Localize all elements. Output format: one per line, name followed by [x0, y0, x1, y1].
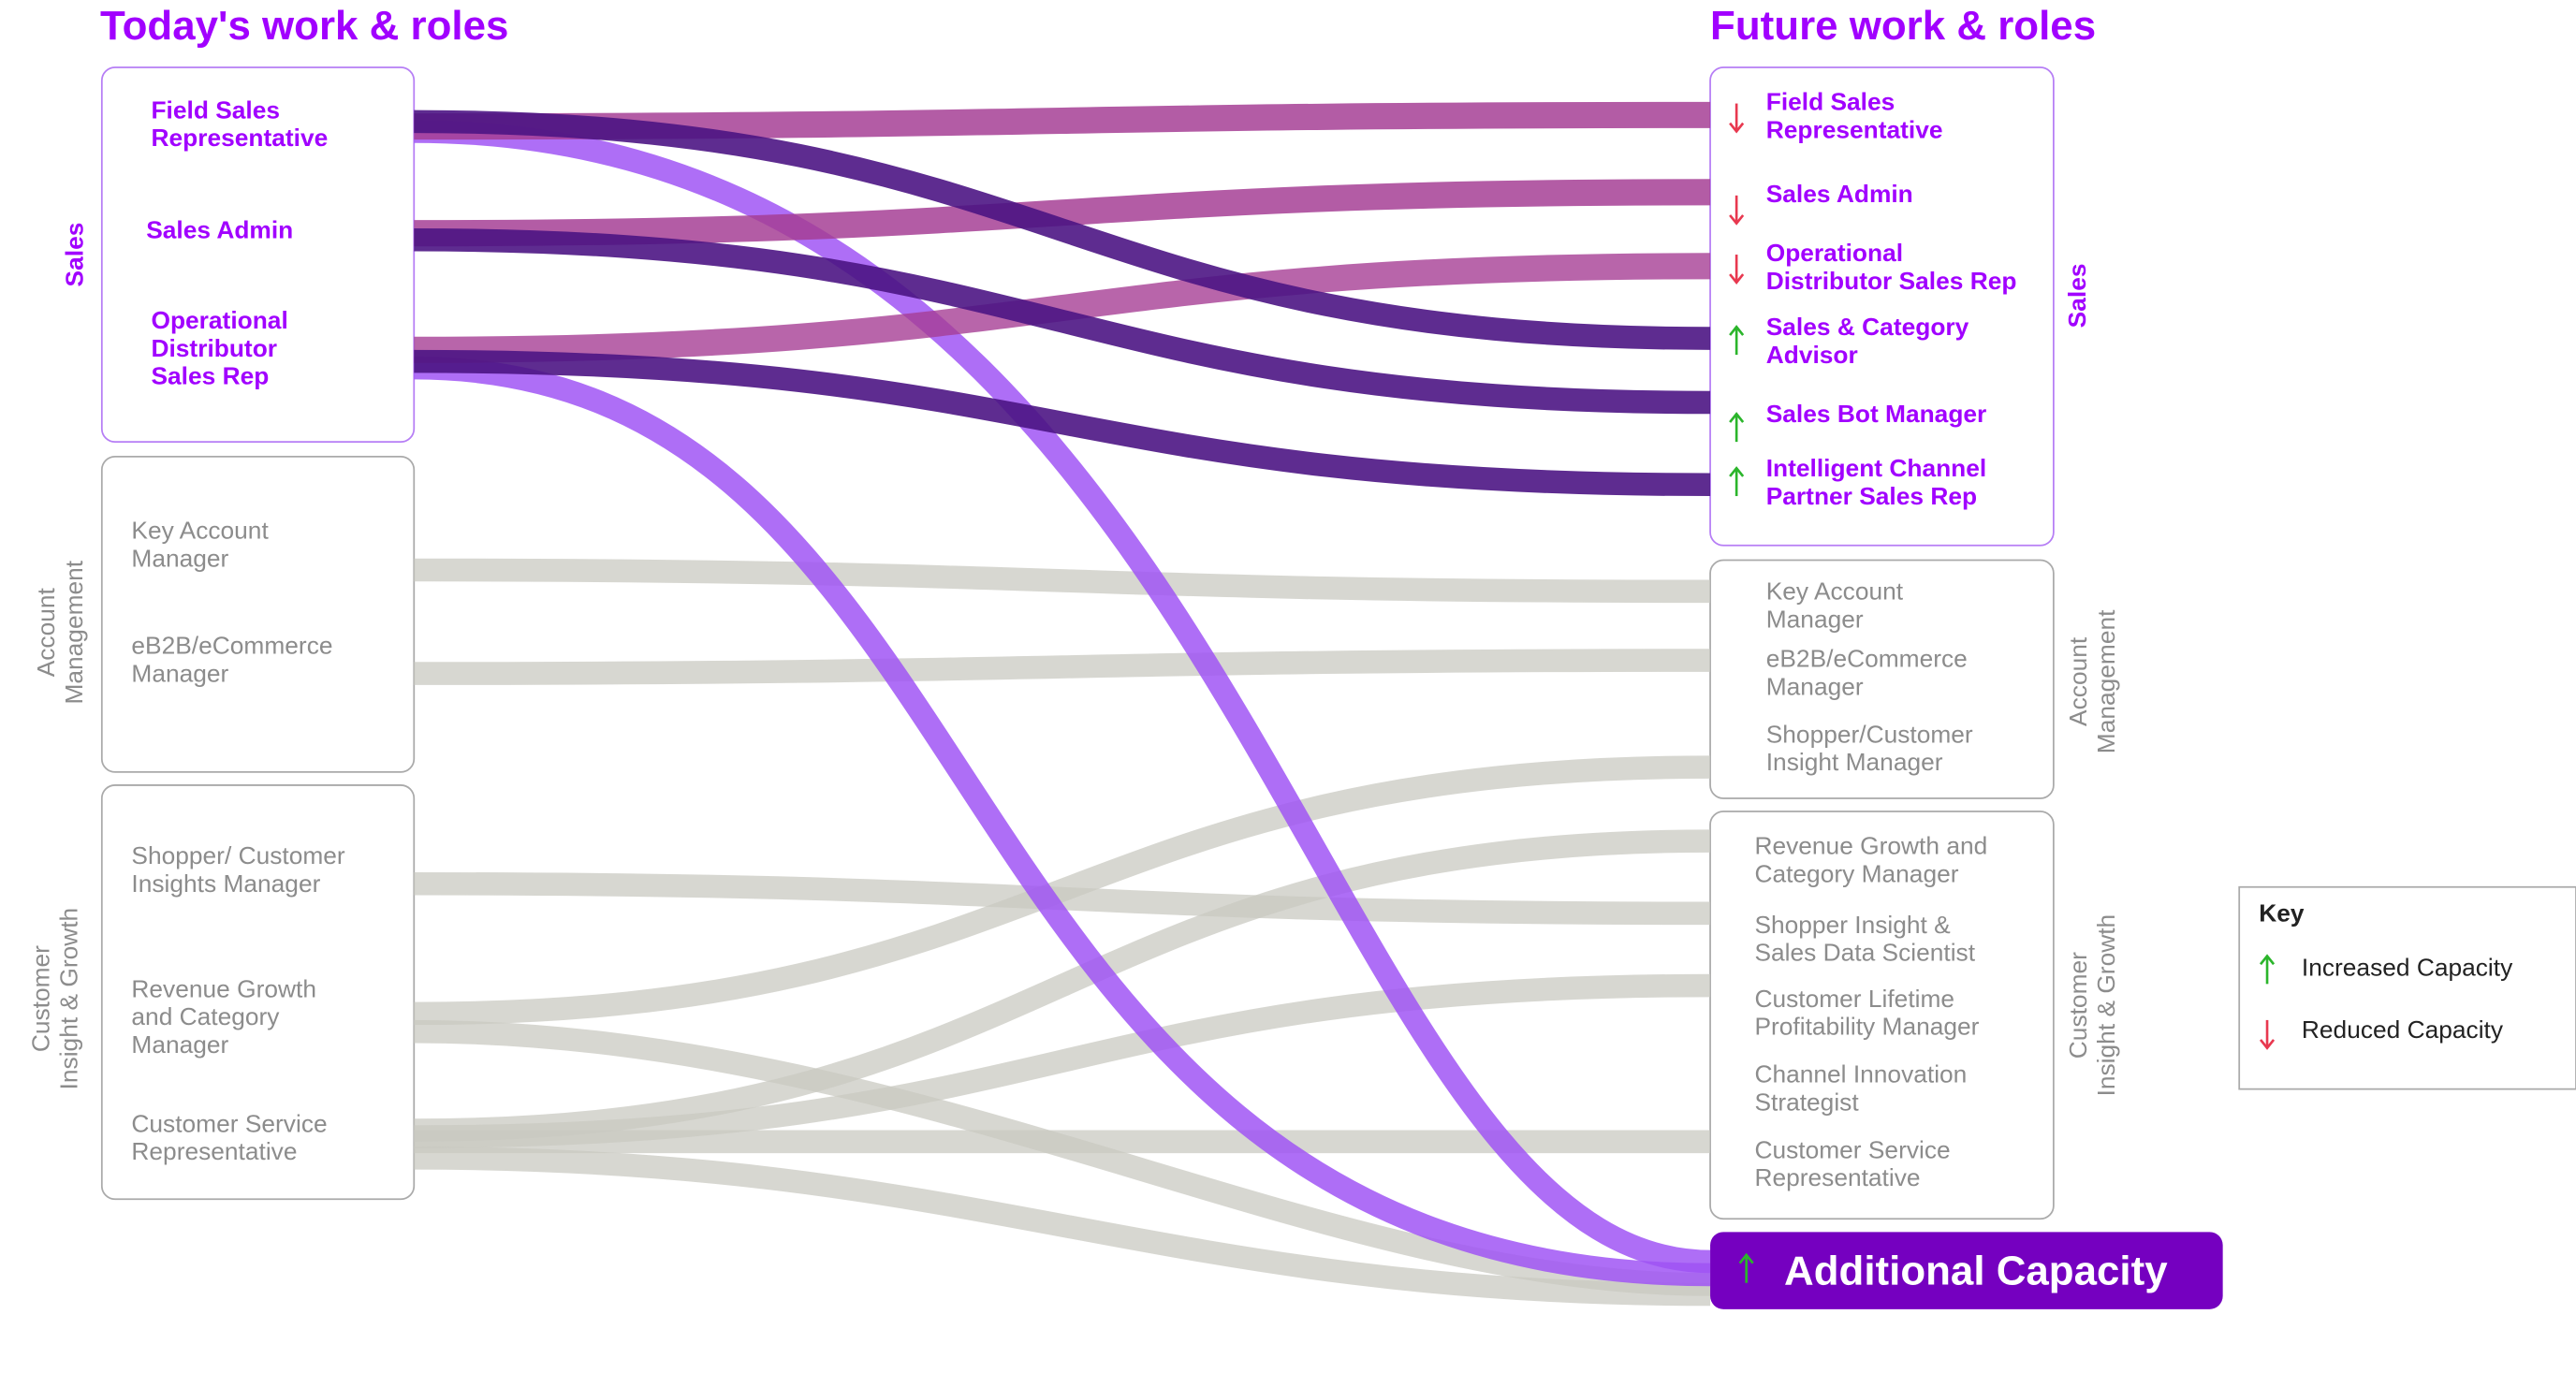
- role: Customer Lifetime Profitability Manager: [1754, 985, 1980, 1041]
- role: Sales & Category Advisor: [1765, 313, 1969, 370]
- role: Field Sales Representative: [151, 95, 329, 153]
- group-label: Account Management: [33, 560, 89, 705]
- role: Shopper/Customer Insight Manager: [1765, 720, 1973, 777]
- role: Field Sales Representative: [1765, 87, 1943, 144]
- decrease-arrow: [2259, 1019, 2276, 1050]
- box: [1709, 811, 2055, 1220]
- role: Key Account Manager: [131, 516, 269, 573]
- decrease-arrow: [1729, 103, 1745, 134]
- flow: [414, 110, 1711, 350]
- arrow-head: [2259, 954, 2276, 966]
- role: Key Account Manager: [1765, 577, 1904, 634]
- role: Shopper/ Customer Insights Manager: [131, 841, 345, 898]
- role: Sales Admin: [1765, 180, 1913, 209]
- box: [100, 66, 416, 443]
- flow: [414, 755, 1711, 1026]
- box: [1709, 66, 2055, 547]
- flow: [414, 349, 1711, 497]
- increase-arrow: [1729, 325, 1745, 356]
- decrease-arrow: [1729, 255, 1745, 285]
- arrow-head: [1729, 214, 1745, 226]
- key-label: Reduced Capacity: [2301, 1015, 2504, 1044]
- flow: [414, 179, 1711, 247]
- group-label: Sales: [61, 222, 90, 287]
- flow: [414, 558, 1711, 604]
- group-label: Account Management: [2065, 609, 2121, 754]
- key-title: Key: [2259, 899, 2305, 928]
- key-box: [2238, 885, 2576, 1090]
- role: Revenue Growth and Category Manager: [1754, 831, 1988, 888]
- group-label: Customer Insight & Growth: [2065, 913, 2121, 1097]
- increase-arrow: [1738, 1252, 1754, 1283]
- flow: [414, 1147, 1711, 1307]
- role: Sales Admin: [146, 215, 294, 244]
- role: Shopper Insight & Sales Data Scientist: [1754, 911, 1976, 967]
- box: [100, 784, 416, 1201]
- role: Intelligent Channel Partner Sales Rep: [1765, 454, 1987, 510]
- title: Today's work & roles: [100, 3, 509, 50]
- role: Revenue Growth and Category Manager: [131, 974, 316, 1059]
- arrow-head: [1738, 1252, 1754, 1264]
- role: Customer Service Representative: [131, 1109, 328, 1166]
- box: [1709, 559, 2055, 799]
- role: eB2B/eCommerce Manager: [1765, 644, 1968, 701]
- flow: [414, 356, 1711, 1287]
- arrow-head: [1729, 273, 1745, 285]
- arrow-head: [1729, 122, 1745, 134]
- role: Sales Bot Manager: [1765, 400, 1987, 429]
- group-label: Sales: [2064, 263, 2093, 329]
- additional-label: Additional Capacity: [1784, 1248, 2168, 1295]
- arrow-head: [1729, 466, 1745, 477]
- arrow-head: [1729, 325, 1745, 336]
- role: eB2B/eCommerce Manager: [131, 631, 333, 688]
- flow: [414, 649, 1711, 685]
- flow: [414, 120, 1711, 1274]
- additional-box: [1710, 1232, 2223, 1309]
- flow: [414, 973, 1711, 1148]
- flow: [414, 829, 1711, 1142]
- increase-arrow: [1729, 412, 1745, 443]
- key-label: Increased Capacity: [2301, 953, 2513, 982]
- role: Customer Service Representative: [1754, 1135, 1951, 1192]
- role: Operational Distributor Sales Rep: [151, 306, 288, 390]
- role: Operational Distributor Sales Rep: [1765, 239, 2017, 296]
- box: [100, 456, 416, 773]
- arrow-head: [1729, 412, 1745, 423]
- flow: [414, 253, 1711, 363]
- role: Channel Innovation Strategist: [1754, 1059, 1968, 1117]
- increase-arrow: [2259, 954, 2276, 985]
- group-label: Customer Insight & Growth: [27, 907, 84, 1090]
- decrease-arrow: [1729, 195, 1745, 226]
- arrow-head: [2259, 1039, 2276, 1050]
- flow: [414, 1019, 1711, 1296]
- increase-arrow: [1729, 466, 1745, 497]
- flow: [414, 227, 1711, 415]
- title: Future work & roles: [1710, 3, 2097, 50]
